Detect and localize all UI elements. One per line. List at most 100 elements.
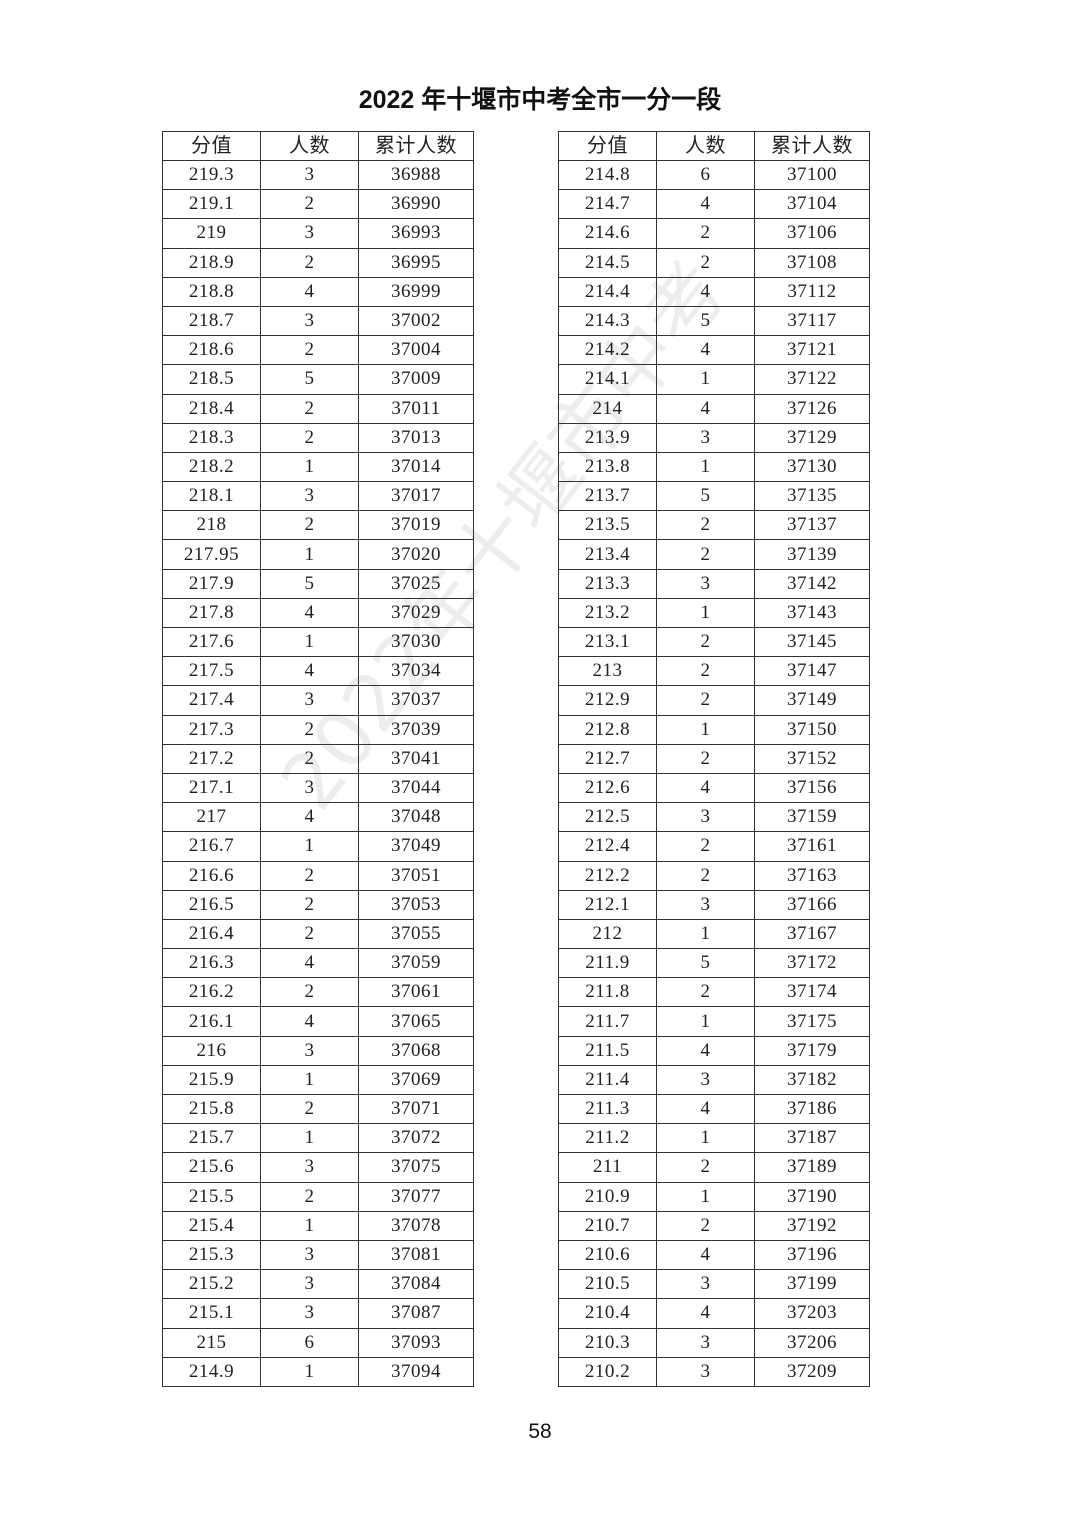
table-row: 211.9 5 37172 bbox=[558, 948, 870, 979]
table-row: 215.9 1 37069 bbox=[162, 1064, 474, 1096]
count-cell: 2 bbox=[656, 539, 755, 570]
table-row: 211.7 1 37175 bbox=[558, 1006, 870, 1037]
score-cell: 214.1 bbox=[558, 364, 657, 395]
count-cell: 2 bbox=[260, 189, 359, 220]
cumulative-cell: 37147 bbox=[754, 656, 870, 687]
table-row: 213.2 1 37143 bbox=[558, 597, 870, 629]
cumulative-cell: 37034 bbox=[358, 656, 474, 687]
score-cell: 215.9 bbox=[162, 1064, 261, 1096]
table-row: 211.5 4 37179 bbox=[558, 1035, 870, 1066]
cumulative-cell: 37013 bbox=[358, 422, 474, 453]
score-cell: 219 bbox=[162, 218, 261, 249]
cumulative-cell: 37196 bbox=[754, 1239, 870, 1271]
cumulative-cell: 37174 bbox=[754, 977, 870, 1008]
score-cell: 216.7 bbox=[162, 831, 261, 862]
score-cell: 215.4 bbox=[162, 1210, 261, 1241]
score-cell: 218.9 bbox=[162, 247, 261, 278]
count-cell: 3 bbox=[260, 685, 359, 716]
cumulative-cell: 37069 bbox=[358, 1064, 474, 1096]
table-row: 216.1 4 37065 bbox=[162, 1006, 474, 1037]
cumulative-cell: 37017 bbox=[358, 481, 474, 512]
cumulative-cell: 37044 bbox=[358, 772, 474, 804]
count-cell: 2 bbox=[656, 626, 755, 658]
count-cell: 5 bbox=[656, 948, 755, 979]
table-row: 210.3 3 37206 bbox=[558, 1327, 870, 1358]
cumulative-cell: 37014 bbox=[358, 451, 474, 483]
table-row: 215.3 3 37081 bbox=[162, 1239, 474, 1271]
cumulative-cell: 37129 bbox=[754, 422, 870, 453]
score-cell: 212.1 bbox=[558, 889, 657, 920]
count-cell: 4 bbox=[656, 1239, 755, 1271]
table-row: 212.7 2 37152 bbox=[558, 743, 870, 774]
score-cell: 211.5 bbox=[558, 1035, 657, 1066]
table-row: 219.3 3 36988 bbox=[162, 159, 474, 191]
count-cell: 2 bbox=[260, 393, 359, 424]
cumulative-cell: 37135 bbox=[754, 481, 870, 512]
table-row: 218.9 2 36995 bbox=[162, 247, 474, 278]
cumulative-cell: 37093 bbox=[358, 1327, 474, 1358]
table-row: 213.4 2 37139 bbox=[558, 539, 870, 570]
table-row: 213.9 3 37129 bbox=[558, 422, 870, 453]
cumulative-cell: 37068 bbox=[358, 1035, 474, 1066]
cumulative-cell: 37190 bbox=[754, 1181, 870, 1212]
count-cell: 2 bbox=[656, 1152, 755, 1183]
score-cell: 215.6 bbox=[162, 1152, 261, 1183]
cumulative-cell: 37094 bbox=[358, 1356, 474, 1387]
table-row: 218.1 3 37017 bbox=[162, 481, 474, 512]
table-row: 213.1 2 37145 bbox=[558, 626, 870, 658]
score-cell: 212.8 bbox=[558, 714, 657, 745]
score-cell: 210.5 bbox=[558, 1269, 657, 1300]
cumulative-cell: 37189 bbox=[754, 1152, 870, 1183]
score-cell: 211.7 bbox=[558, 1006, 657, 1037]
cumulative-cell: 37072 bbox=[358, 1123, 474, 1154]
count-cell: 4 bbox=[656, 772, 755, 804]
count-cell: 4 bbox=[656, 1093, 755, 1125]
cumulative-cell: 37071 bbox=[358, 1093, 474, 1125]
table-row: 217.9 5 37025 bbox=[162, 568, 474, 599]
table-row: 215.8 2 37071 bbox=[162, 1093, 474, 1125]
cumulative-cell: 37192 bbox=[754, 1210, 870, 1241]
cumulative-cell: 37019 bbox=[358, 510, 474, 541]
cumulative-cell: 37142 bbox=[754, 568, 870, 599]
count-cell: 4 bbox=[260, 948, 359, 979]
score-cell: 212.6 bbox=[558, 772, 657, 804]
count-cell: 4 bbox=[260, 802, 359, 833]
table-row: 218.5 5 37009 bbox=[162, 364, 474, 395]
table-row: 218 2 37019 bbox=[162, 510, 474, 541]
table-row: 215.6 3 37075 bbox=[162, 1152, 474, 1183]
count-cell: 4 bbox=[260, 656, 359, 687]
count-cell: 2 bbox=[656, 685, 755, 716]
table-row: 210.9 1 37190 bbox=[558, 1181, 870, 1212]
count-cell: 5 bbox=[656, 305, 755, 337]
score-cell: 210.6 bbox=[558, 1239, 657, 1271]
cumulative-cell: 37075 bbox=[358, 1152, 474, 1183]
table-row: 219.1 2 36990 bbox=[162, 189, 474, 220]
score-cell: 213.9 bbox=[558, 422, 657, 453]
cumulative-cell: 37084 bbox=[358, 1269, 474, 1300]
cumulative-cell: 36993 bbox=[358, 218, 474, 249]
count-cell: 2 bbox=[260, 422, 359, 453]
count-cell: 4 bbox=[656, 189, 755, 220]
count-cell: 2 bbox=[656, 1210, 755, 1241]
table-row: 216.5 2 37053 bbox=[162, 889, 474, 920]
table-row: 216.6 2 37051 bbox=[162, 860, 474, 891]
count-cell: 1 bbox=[656, 451, 755, 483]
count-cell: 1 bbox=[260, 539, 359, 570]
cumulative-cell: 37104 bbox=[754, 189, 870, 220]
table-row: 210.4 4 37203 bbox=[558, 1298, 870, 1329]
cumulative-cell: 37020 bbox=[358, 539, 474, 570]
score-cell: 210.2 bbox=[558, 1356, 657, 1387]
count-cell: 1 bbox=[260, 1210, 359, 1241]
score-cell: 216.6 bbox=[162, 860, 261, 891]
score-cell: 219.3 bbox=[162, 159, 261, 191]
count-cell: 5 bbox=[260, 364, 359, 395]
header-score: 分值 bbox=[162, 131, 261, 161]
cumulative-cell: 37175 bbox=[754, 1006, 870, 1037]
count-cell: 4 bbox=[656, 1298, 755, 1329]
score-cell: 218 bbox=[162, 510, 261, 541]
table-row: 212.4 2 37161 bbox=[558, 831, 870, 862]
table-row: 217.6 1 37030 bbox=[162, 626, 474, 658]
score-cell: 213.5 bbox=[558, 510, 657, 541]
table-row: 214.2 4 37121 bbox=[558, 335, 870, 366]
cumulative-cell: 37077 bbox=[358, 1181, 474, 1212]
